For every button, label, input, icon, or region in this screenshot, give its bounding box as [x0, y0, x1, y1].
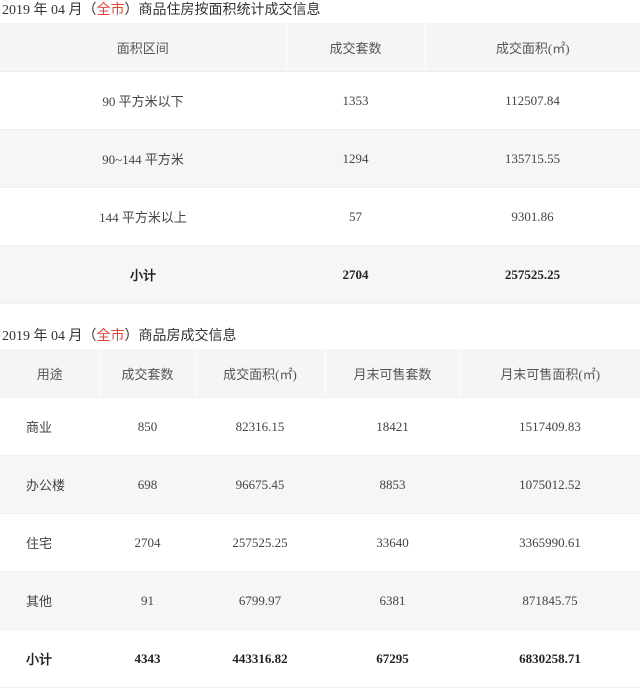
- cell-usage: 商业: [0, 397, 100, 456]
- column-header-deal-units: 成交套数: [286, 23, 426, 72]
- cell-deal-area: 9301.86: [425, 187, 640, 246]
- section-two-title-highlight: 全市: [96, 329, 125, 344]
- cell-deal-area: 96675.45: [195, 455, 325, 514]
- column-header-deal-area: 成交面积(㎡): [425, 23, 640, 72]
- table-row: 住宅 2704 257525.25 33640 3365990.61: [0, 513, 640, 572]
- section-one-title: 2019 年 04 月（全市）商品住房按面积统计成交信息: [0, 0, 640, 23]
- cell-usage: 住宅: [0, 513, 100, 572]
- cell-available-area: 871845.75: [460, 571, 640, 630]
- section-one-title-highlight: 全市: [96, 3, 125, 18]
- table-row: 其他 91 6799.97 6381 871845.75: [0, 571, 640, 630]
- column-header-available-area: 月末可售面积(㎡): [460, 349, 640, 398]
- table-row: 144 平方米以上 57 9301.86: [0, 187, 640, 246]
- column-header-deal-area: 成交面积(㎡): [195, 349, 326, 398]
- cell-total-label: 小计: [0, 245, 286, 304]
- cell-available-area: 3365990.61: [460, 513, 640, 572]
- table-row: 办公楼 698 96675.45 8853 1075012.52: [0, 455, 640, 514]
- table-row: 商业 850 82316.15 18421 1517409.83: [0, 397, 640, 456]
- table-row: 90~144 平方米 1294 135715.55: [0, 129, 640, 188]
- column-header-area-range: 面积区间: [0, 23, 287, 72]
- cell-available-units: 18421: [325, 397, 460, 456]
- table-one-body: 90 平方米以下 1353 112507.84 90~144 平方米 1294 …: [0, 71, 640, 304]
- cell-deal-units: 1353: [286, 71, 425, 130]
- cell-deal-area: 82316.15: [195, 397, 325, 456]
- cell-area-range: 90~144 平方米: [0, 129, 286, 188]
- cell-deal-area: 112507.84: [425, 71, 640, 130]
- column-header-usage: 用途: [0, 349, 101, 398]
- cell-deal-area: 135715.55: [425, 129, 640, 188]
- cell-available-units: 33640: [325, 513, 460, 572]
- table-two-header-row: 用途 成交套数 成交面积(㎡) 月末可售套数 月末可售面积(㎡): [0, 349, 640, 398]
- cell-total-deal-area: 443316.82: [195, 629, 325, 688]
- cell-deal-units: 850: [100, 397, 195, 456]
- commodity-housing-transaction-table: 用途 成交套数 成交面积(㎡) 月末可售套数 月末可售面积(㎡) 商业 850 …: [0, 349, 640, 688]
- cell-available-units: 6381: [325, 571, 460, 630]
- cell-available-units: 8853: [325, 455, 460, 514]
- table-one-header: 面积区间 成交套数 成交面积(㎡): [0, 23, 640, 72]
- section-two-title-prefix: 2019 年 04 月（: [2, 329, 97, 344]
- cell-usage: 其他: [0, 571, 100, 630]
- cell-area-range: 144 平方米以上: [0, 187, 286, 246]
- cell-usage: 办公楼: [0, 455, 100, 514]
- cell-total-available-units: 67295: [325, 629, 460, 688]
- column-header-deal-units: 成交套数: [100, 349, 196, 398]
- section-spacer: [0, 304, 640, 326]
- section-one-title-prefix: 2019 年 04 月（: [2, 3, 97, 18]
- cell-total-available-area: 6830258.71: [460, 629, 640, 688]
- cell-total-deal-units: 2704: [286, 245, 425, 304]
- table-total-row: 小计 4343 443316.82 67295 6830258.71: [0, 629, 640, 688]
- cell-deal-units: 91: [100, 571, 195, 630]
- cell-deal-area: 6799.97: [195, 571, 325, 630]
- cell-deal-units: 1294: [286, 129, 425, 188]
- section-two-title: 2019 年 04 月（全市）商品房成交信息: [0, 326, 640, 349]
- cell-available-area: 1517409.83: [460, 397, 640, 456]
- table-one-header-row: 面积区间 成交套数 成交面积(㎡): [0, 23, 640, 72]
- table-total-row: 小计 2704 257525.25: [0, 245, 640, 304]
- table-two-header: 用途 成交套数 成交面积(㎡) 月末可售套数 月末可售面积(㎡): [0, 349, 640, 398]
- cell-deal-area: 257525.25: [195, 513, 325, 572]
- cell-available-area: 1075012.52: [460, 455, 640, 514]
- cell-deal-units: 698: [100, 455, 195, 514]
- cell-deal-units: 57: [286, 187, 425, 246]
- cell-total-label: 小计: [0, 629, 100, 688]
- cell-total-deal-units: 4343: [100, 629, 195, 688]
- section-one-title-suffix: ）商品住房按面积统计成交信息: [124, 3, 321, 18]
- table-two-body: 商业 850 82316.15 18421 1517409.83 办公楼 698…: [0, 397, 640, 688]
- cell-area-range: 90 平方米以下: [0, 71, 286, 130]
- housing-area-statistics-table: 面积区间 成交套数 成交面积(㎡) 90 平方米以下 1353 112507.8…: [0, 23, 640, 304]
- cell-deal-units: 2704: [100, 513, 195, 572]
- cell-total-deal-area: 257525.25: [425, 245, 640, 304]
- table-row: 90 平方米以下 1353 112507.84: [0, 71, 640, 130]
- column-header-available-units: 月末可售套数: [325, 349, 461, 398]
- section-two-title-suffix: ）商品房成交信息: [124, 329, 237, 344]
